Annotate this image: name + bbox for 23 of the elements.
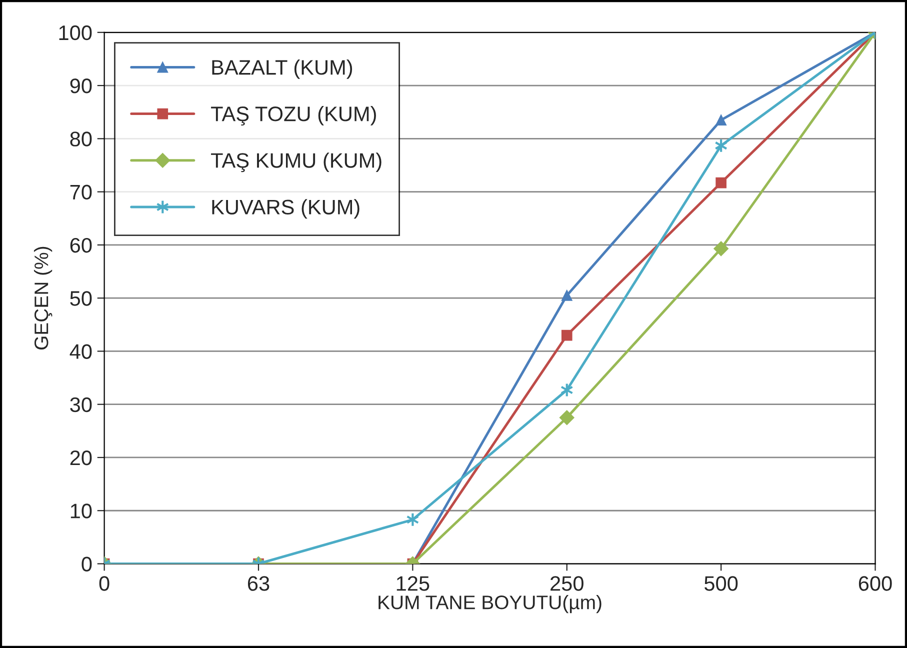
legend-label: TAŞ KUMU (KUM): [211, 152, 382, 172]
legend-label: TAŞ TOZU (KUM): [211, 106, 376, 126]
y-tick-label: 80: [70, 132, 92, 146]
x-tick-label: 0: [99, 576, 110, 591]
x-tick-label: 63: [248, 576, 270, 591]
y-tick-label: 10: [70, 504, 92, 518]
y-tick-label: 30: [70, 397, 92, 412]
legend-label: BAZALT (KUM): [212, 59, 352, 79]
x-tick-label: 250: [550, 576, 584, 591]
x-tick-label: 600: [858, 576, 892, 591]
y-tick-label: 40: [70, 344, 92, 359]
y-tick-label: 90: [70, 78, 92, 94]
y-tick-label: 100: [59, 25, 92, 40]
y-tick-label: 70: [70, 184, 92, 200]
y-tick-label: 60: [70, 238, 92, 253]
x-axis-title: KUM TANE BOYUTU(µm): [378, 594, 602, 614]
y-tick-label: 0: [82, 556, 92, 572]
y-tick-label: 20: [70, 450, 92, 466]
x-tick-label: 125: [396, 576, 430, 591]
legend-label: KUVARS (KUM): [212, 199, 360, 219]
y-axis-title: GEÇEN (%): [34, 246, 52, 350]
y-tick-label: 50: [70, 291, 92, 306]
x-tick-label: 500: [704, 576, 738, 591]
